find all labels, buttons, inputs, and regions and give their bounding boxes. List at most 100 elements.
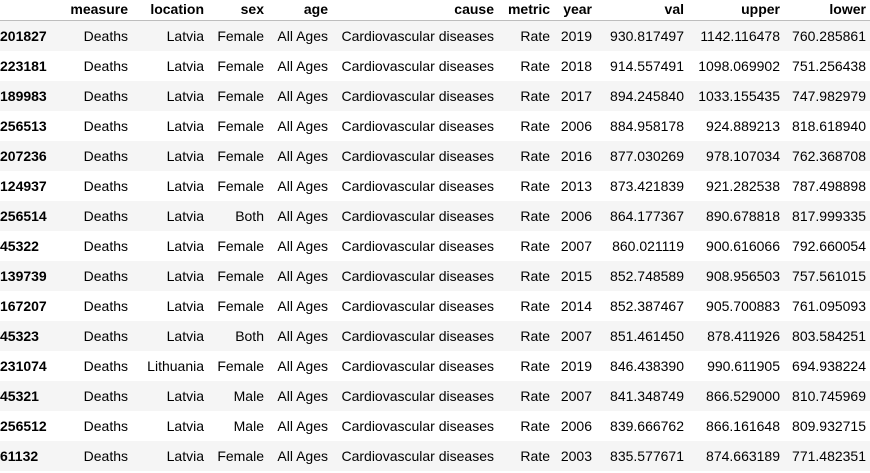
table-row: 207236 Deaths Latvia Female All Ages Cardiova… <box>0 141 870 171</box>
row-index: 45321 <box>0 388 39 404</box>
cell-measure: Deaths <box>83 28 128 44</box>
cell-measure: Deaths <box>83 298 128 314</box>
row-index: 256514 <box>0 208 47 224</box>
cell-sex: Female <box>217 148 264 164</box>
cell-val: 852.387467 <box>610 298 684 314</box>
cell-metric: Rate <box>520 208 550 224</box>
column-header-year: year <box>554 0 596 21</box>
cell-sex: Female <box>217 238 264 254</box>
cell-year: 2003 <box>560 448 592 464</box>
cell-upper: 1098.069902 <box>698 58 780 74</box>
cell-cause: Cardiovascular diseases <box>341 58 494 74</box>
table-row: 45322 Deaths Latvia Female All Ages Cardiovas… <box>0 231 870 261</box>
cell-lower: 817.999335 <box>792 208 866 224</box>
cell-location: Lithuania <box>147 358 204 374</box>
cell-cause: Cardiovascular diseases <box>341 88 494 104</box>
row-index: 231074 <box>0 358 47 374</box>
cell-age: All Ages <box>277 178 328 194</box>
cell-year: 2006 <box>560 418 592 434</box>
cell-val: 864.177367 <box>610 208 684 224</box>
cell-sex: Female <box>217 178 264 194</box>
cell-metric: Rate <box>520 148 550 164</box>
cell-lower: 762.368708 <box>792 148 866 164</box>
cell-sex: Both <box>235 208 264 224</box>
column-header-lower: lower <box>784 0 870 21</box>
cell-cause: Cardiovascular diseases <box>341 118 494 134</box>
cell-lower: 760.285861 <box>792 28 866 44</box>
cell-metric: Rate <box>520 358 550 374</box>
cell-val: 841.348749 <box>610 388 684 404</box>
cell-upper: 1142.116478 <box>700 28 780 44</box>
cell-lower: 751.256438 <box>792 58 866 74</box>
cell-measure: Deaths <box>83 58 128 74</box>
cell-location: Latvia <box>166 268 204 284</box>
row-index: 256513 <box>0 118 47 134</box>
cell-upper: 890.678818 <box>706 208 780 224</box>
cell-location: Latvia <box>166 178 204 194</box>
table-row: 201827 Deaths Latvia Female All Ages Cardiova… <box>0 20 870 51</box>
cell-val: 894.245840 <box>610 88 684 104</box>
table-row: 45323 Deaths Latvia Both All Ages Cardiovascu… <box>0 321 870 351</box>
cell-upper: 905.700883 <box>706 298 780 314</box>
cell-val: 839.666762 <box>610 418 684 434</box>
cell-upper: 921.282538 <box>706 178 780 194</box>
cell-age: All Ages <box>277 118 328 134</box>
cell-location: Latvia <box>166 88 204 104</box>
table-body: 201827 Deaths Latvia Female All Ages Cardiova… <box>0 20 870 471</box>
column-header-metric: metric <box>498 0 554 21</box>
cell-upper: 866.161648 <box>706 418 780 434</box>
cell-location: Latvia <box>166 28 204 44</box>
cell-lower: 809.932715 <box>792 418 866 434</box>
cell-val: 884.958178 <box>610 118 684 134</box>
cell-sex: Female <box>217 298 264 314</box>
cell-metric: Rate <box>520 58 550 74</box>
index-header <box>0 0 60 21</box>
cell-cause: Cardiovascular diseases <box>341 148 494 164</box>
cell-year: 2019 <box>560 358 592 374</box>
cell-location: Latvia <box>166 298 204 314</box>
cell-year: 2015 <box>560 268 592 284</box>
cell-measure: Deaths <box>83 418 128 434</box>
cell-sex: Female <box>217 28 264 44</box>
cell-sex: Female <box>217 448 264 464</box>
cell-sex: Both <box>235 328 264 344</box>
row-index: 167207 <box>0 298 47 314</box>
cell-cause: Cardiovascular diseases <box>341 178 494 194</box>
table-row: 256514 Deaths Latvia Both All Ages Cardiovasc… <box>0 201 870 231</box>
cell-measure: Deaths <box>83 118 128 134</box>
cell-age: All Ages <box>277 268 328 284</box>
cell-location: Latvia <box>166 388 204 404</box>
cell-measure: Deaths <box>83 148 128 164</box>
cell-location: Latvia <box>166 328 204 344</box>
cell-year: 2007 <box>560 328 592 344</box>
cell-metric: Rate <box>520 118 550 134</box>
cell-measure: Deaths <box>83 388 128 404</box>
cell-cause: Cardiovascular diseases <box>341 328 494 344</box>
cell-location: Latvia <box>166 208 204 224</box>
cell-age: All Ages <box>277 28 328 44</box>
table-row: 45321 Deaths Latvia Male All Ages Cardiovascu… <box>0 381 870 411</box>
row-index: 223181 <box>0 58 47 74</box>
cell-metric: Rate <box>520 88 550 104</box>
table-row: 223181 Deaths Latvia Female All Ages Cardiova… <box>0 51 870 81</box>
cell-year: 2013 <box>560 178 592 194</box>
cell-year: 2019 <box>560 28 592 44</box>
cell-metric: Rate <box>520 418 550 434</box>
table-row: 231074 Deaths Lithuania Female All Ages Cardi… <box>0 351 870 381</box>
cell-year: 2006 <box>560 118 592 134</box>
cell-metric: Rate <box>520 328 550 344</box>
cell-upper: 990.611905 <box>707 358 780 374</box>
cell-val: 877.030269 <box>610 148 684 164</box>
cell-age: All Ages <box>277 418 328 434</box>
table-row: 256513 Deaths Latvia Female All Ages Cardiova… <box>0 111 870 141</box>
cell-measure: Deaths <box>83 178 128 194</box>
column-header-cause: cause <box>332 0 498 21</box>
cell-cause: Cardiovascular diseases <box>341 358 494 374</box>
table-row: 61132 Deaths Latvia Female All Ages Cardiovas… <box>0 441 870 471</box>
cell-year: 2016 <box>560 148 592 164</box>
column-header-measure: measure <box>60 0 132 21</box>
table-row: 256512 Deaths Latvia Male All Ages Cardiovasc… <box>0 411 870 441</box>
cell-cause: Cardiovascular diseases <box>341 448 494 464</box>
cell-location: Latvia <box>166 58 204 74</box>
